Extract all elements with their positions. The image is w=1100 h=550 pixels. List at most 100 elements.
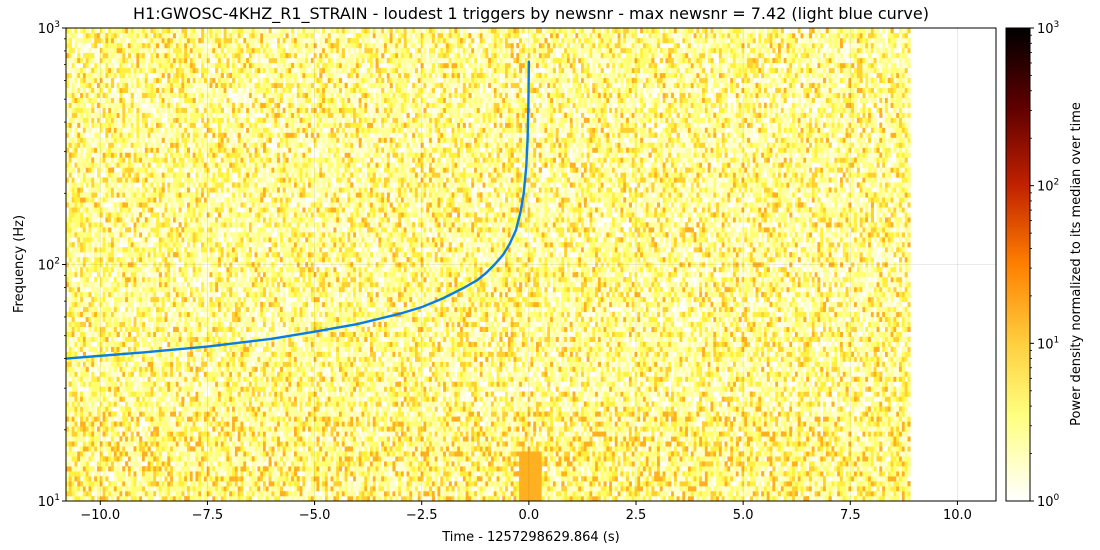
heatmap-cell	[758, 431, 761, 436]
heatmap-cell	[502, 451, 505, 456]
heatmap-cell	[505, 421, 508, 426]
heatmap-cell	[392, 471, 395, 476]
heatmap-cell	[423, 466, 426, 471]
heatmap-cell	[646, 416, 649, 421]
heatmap-cell	[367, 466, 370, 471]
heatmap-cell	[302, 481, 305, 486]
heatmap-cell	[539, 416, 542, 421]
heatmap-cell	[663, 486, 666, 491]
heatmap-cell	[226, 446, 229, 451]
heatmap-cell	[294, 486, 297, 491]
heatmap-cell	[893, 446, 896, 451]
heatmap-cell	[581, 491, 584, 496]
heatmap-cell	[415, 416, 418, 421]
heatmap-cell	[798, 476, 801, 481]
heatmap-cell	[139, 461, 142, 466]
heatmap-cell	[817, 476, 820, 481]
heatmap-cell	[775, 456, 778, 461]
heatmap-cell	[193, 436, 196, 441]
heatmap-cell	[694, 431, 697, 436]
heatmap-cell	[435, 431, 438, 436]
heatmap-cell	[432, 466, 435, 471]
heatmap-cell	[654, 441, 657, 446]
heatmap-cell	[370, 486, 373, 491]
heatmap-cell	[376, 486, 379, 491]
heatmap-cell	[877, 411, 880, 416]
heatmap-cell	[533, 416, 536, 421]
heatmap-cell	[837, 466, 840, 471]
heatmap-cell	[708, 436, 711, 441]
heatmap-cell	[235, 471, 238, 476]
heatmap-cell	[812, 486, 815, 491]
heatmap-cell	[457, 436, 460, 441]
heatmap-cell	[519, 486, 522, 491]
heatmap-cell	[376, 426, 379, 431]
heatmap-cell	[570, 491, 573, 496]
heatmap-cell	[319, 411, 322, 416]
heatmap-cell	[224, 466, 227, 471]
heatmap-cell	[370, 466, 373, 471]
heatmap-cell	[136, 431, 139, 436]
heatmap-cell	[97, 411, 100, 416]
heatmap-cell	[271, 451, 274, 456]
heatmap-cell	[519, 441, 522, 446]
heatmap-cell	[756, 476, 759, 481]
heatmap-cell	[806, 476, 809, 481]
heatmap-cell	[353, 411, 356, 416]
heatmap-cell	[753, 451, 756, 456]
heatmap-cell	[103, 461, 106, 466]
heatmap-cell	[131, 451, 134, 456]
heatmap-cell	[305, 426, 308, 431]
heatmap-cell	[649, 471, 652, 476]
heatmap-cell	[626, 456, 629, 461]
heatmap-cell	[522, 431, 525, 436]
heatmap-cell	[376, 411, 379, 416]
heatmap-cell	[457, 416, 460, 421]
heatmap-cell	[854, 486, 857, 491]
heatmap-cell	[544, 411, 547, 416]
heatmap-cell	[809, 476, 812, 481]
heatmap-cell	[311, 481, 314, 486]
heatmap-cell	[823, 466, 826, 471]
heatmap-cell	[142, 451, 145, 456]
heatmap-cell	[308, 451, 311, 456]
heatmap-cell	[466, 416, 469, 421]
heatmap-cell	[798, 436, 801, 441]
heatmap-cell	[502, 476, 505, 481]
heatmap-cell	[80, 451, 83, 456]
heatmap-cell	[325, 466, 328, 471]
heatmap-cell	[421, 436, 424, 441]
heatmap-cell	[589, 426, 592, 431]
heatmap-cell	[333, 431, 336, 436]
heatmap-cell	[452, 466, 455, 471]
heatmap-cell	[302, 476, 305, 481]
heatmap-cell	[477, 476, 480, 481]
heatmap-cell	[249, 476, 252, 481]
heatmap-cell	[820, 446, 823, 451]
heatmap-cell	[823, 426, 826, 431]
heatmap-cell	[477, 491, 480, 496]
heatmap-cell	[618, 421, 621, 426]
heatmap-cell	[449, 416, 452, 421]
heatmap-cell	[474, 446, 477, 451]
heatmap-cell	[201, 456, 204, 461]
heatmap-cell	[387, 486, 390, 491]
heatmap-cell	[888, 411, 891, 416]
heatmap-cell	[522, 446, 525, 451]
heatmap-cell	[347, 466, 350, 471]
heatmap-cell	[395, 431, 398, 436]
heatmap-cell	[74, 426, 77, 431]
heatmap-cell	[868, 441, 871, 446]
heatmap-cell	[353, 471, 356, 476]
heatmap-cell	[342, 431, 345, 436]
heatmap-cell	[691, 436, 694, 441]
heatmap-cell	[325, 451, 328, 456]
heatmap-cell	[404, 481, 407, 486]
heatmap-cell	[820, 426, 823, 431]
heatmap-cell	[454, 451, 457, 456]
heatmap-cell	[190, 451, 193, 456]
heatmap-cell	[387, 421, 390, 426]
heatmap-cell	[362, 441, 365, 446]
heatmap-cell	[831, 481, 834, 486]
heatmap-cell	[719, 431, 722, 436]
